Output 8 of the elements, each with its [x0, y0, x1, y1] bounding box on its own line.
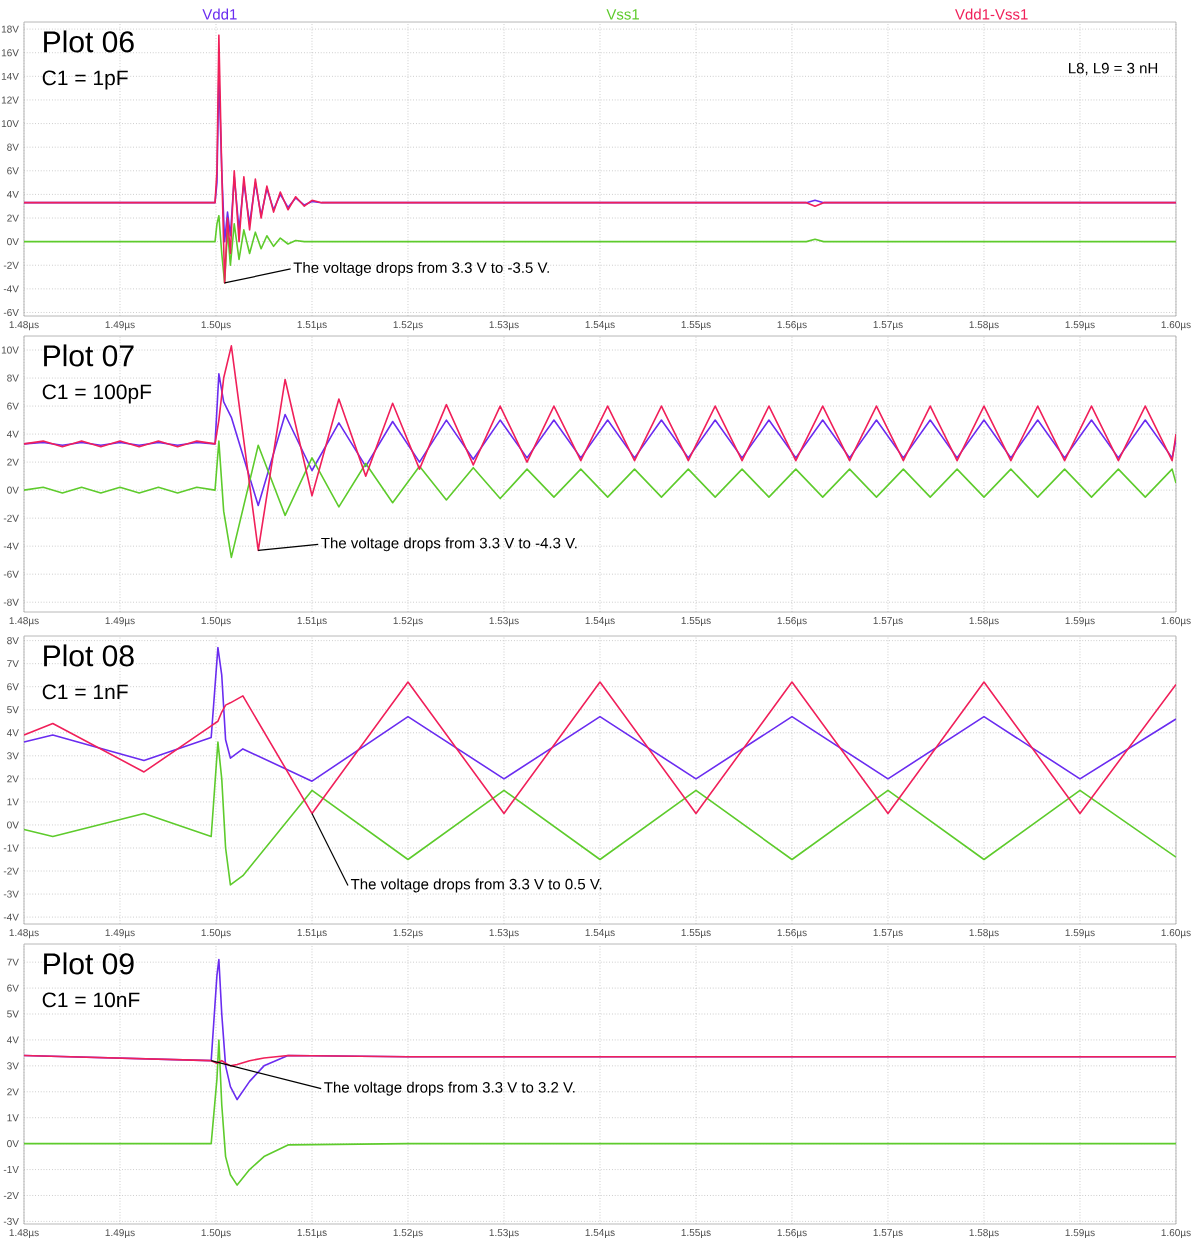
text: C1 = 100pF — [42, 384, 152, 404]
text: C1 = 10nF — [42, 992, 140, 1008]
chart-title: Plot 09 — [44, 952, 134, 975]
text: C1 = 1pF — [42, 70, 128, 90]
chart-title: Plot 06 — [44, 30, 134, 53]
text: C1 = 1nF — [42, 684, 128, 700]
chart-title: Plot 07 — [44, 344, 134, 367]
chart-title: Plot 08 — [44, 644, 134, 667]
